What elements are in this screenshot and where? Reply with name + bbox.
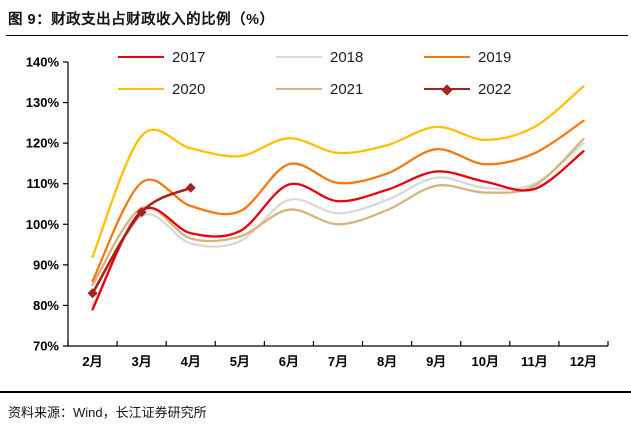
x-tick-label: 6月: [279, 354, 299, 369]
x-tick-label: 11月: [521, 354, 548, 369]
x-tick-label: 7月: [328, 354, 348, 369]
legend-label-2020: 2020: [172, 80, 206, 98]
series-line-2019: [91, 119, 585, 283]
legend-item-2018: 2018: [276, 48, 363, 66]
legend-item-2021: 2021: [276, 80, 363, 98]
y-tick-label: 140%: [26, 55, 60, 70]
y-tick-label: 100%: [26, 217, 60, 232]
y-tick-label: 70%: [33, 339, 59, 354]
legend-line-2022-icon: [424, 84, 470, 96]
legend-label-2021: 2021: [330, 80, 364, 98]
legend-line-2020-icon: [118, 88, 164, 90]
series-line-2017: [91, 150, 585, 311]
legend-line-2018-icon: [276, 56, 322, 58]
x-tick-label: 9月: [426, 354, 446, 369]
series-marker-2022: [136, 207, 147, 218]
legend-item-2020: 2020: [118, 80, 205, 98]
x-tick-label: 8月: [377, 354, 397, 369]
diamond-marker-icon: [441, 84, 453, 96]
legend-label-2022: 2022: [478, 80, 512, 98]
x-tick-label: 2月: [82, 354, 102, 369]
y-tick-label: 90%: [33, 257, 59, 272]
y-tick-label: 110%: [26, 176, 59, 191]
x-tick-label: 3月: [132, 354, 152, 369]
legend-label-2017: 2017: [172, 48, 206, 66]
legend-item-2017: 2017: [118, 48, 205, 66]
y-tick-label: 120%: [26, 136, 60, 151]
series-marker-2022: [87, 288, 98, 299]
series-marker-2022: [185, 182, 196, 193]
series-line-2021: [91, 137, 585, 287]
legend-line-2019-icon: [424, 56, 470, 58]
x-tick-label: 10月: [472, 354, 499, 369]
y-tick-label: 80%: [33, 298, 59, 313]
chart-footer: 资料来源：Wind，长江证券研究所: [0, 391, 631, 421]
source-text: 资料来源：Wind，长江证券研究所: [8, 405, 207, 420]
legend-item-2019: 2019: [424, 48, 511, 66]
series-line-2020: [91, 85, 585, 258]
legend-item-2022: 2022: [424, 80, 511, 98]
y-tick-label: 130%: [26, 95, 60, 110]
legend-label-2019: 2019: [478, 48, 512, 66]
chart-header: 图 9：财政支出占财政收入的比例（%）: [6, 5, 628, 36]
page-title: 图 9：财政支出占财政收入的比例（%）: [8, 12, 275, 28]
x-tick-label: 12月: [570, 354, 597, 369]
series-line-2018: [91, 141, 585, 307]
legend-line-2021-icon: [276, 88, 322, 90]
x-tick-label: 5月: [230, 354, 250, 369]
legend-line-2017-icon: [118, 56, 164, 58]
legend-label-2018: 2018: [330, 48, 364, 66]
x-tick-label: 4月: [181, 354, 201, 369]
